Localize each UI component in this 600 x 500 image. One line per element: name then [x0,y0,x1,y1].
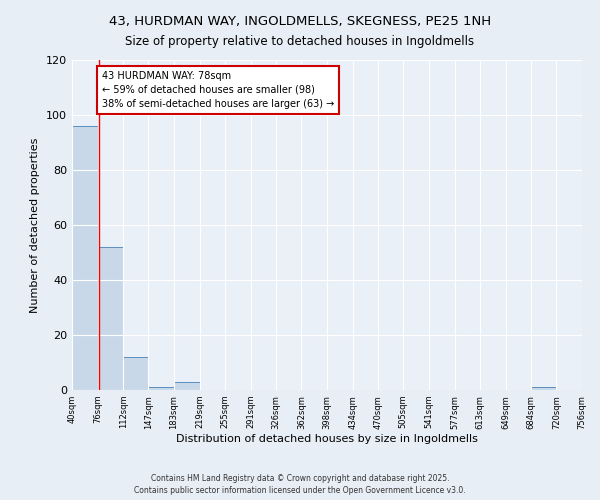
Bar [98,247,123,390]
Bar [174,382,199,390]
Text: Contains HM Land Registry data © Crown copyright and database right 2025.
Contai: Contains HM Land Registry data © Crown c… [134,474,466,495]
Text: Size of property relative to detached houses in Ingoldmells: Size of property relative to detached ho… [125,35,475,48]
Text: 43, HURDMAN WAY, INGOLDMELLS, SKEGNESS, PE25 1NH: 43, HURDMAN WAY, INGOLDMELLS, SKEGNESS, … [109,15,491,28]
Y-axis label: Number of detached properties: Number of detached properties [31,138,40,312]
Bar [72,126,98,390]
Bar [148,387,174,390]
Bar [531,387,556,390]
Bar [123,357,148,390]
X-axis label: Distribution of detached houses by size in Ingoldmells: Distribution of detached houses by size … [176,434,478,444]
Text: 43 HURDMAN WAY: 78sqm
← 59% of detached houses are smaller (98)
38% of semi-deta: 43 HURDMAN WAY: 78sqm ← 59% of detached … [102,71,334,109]
